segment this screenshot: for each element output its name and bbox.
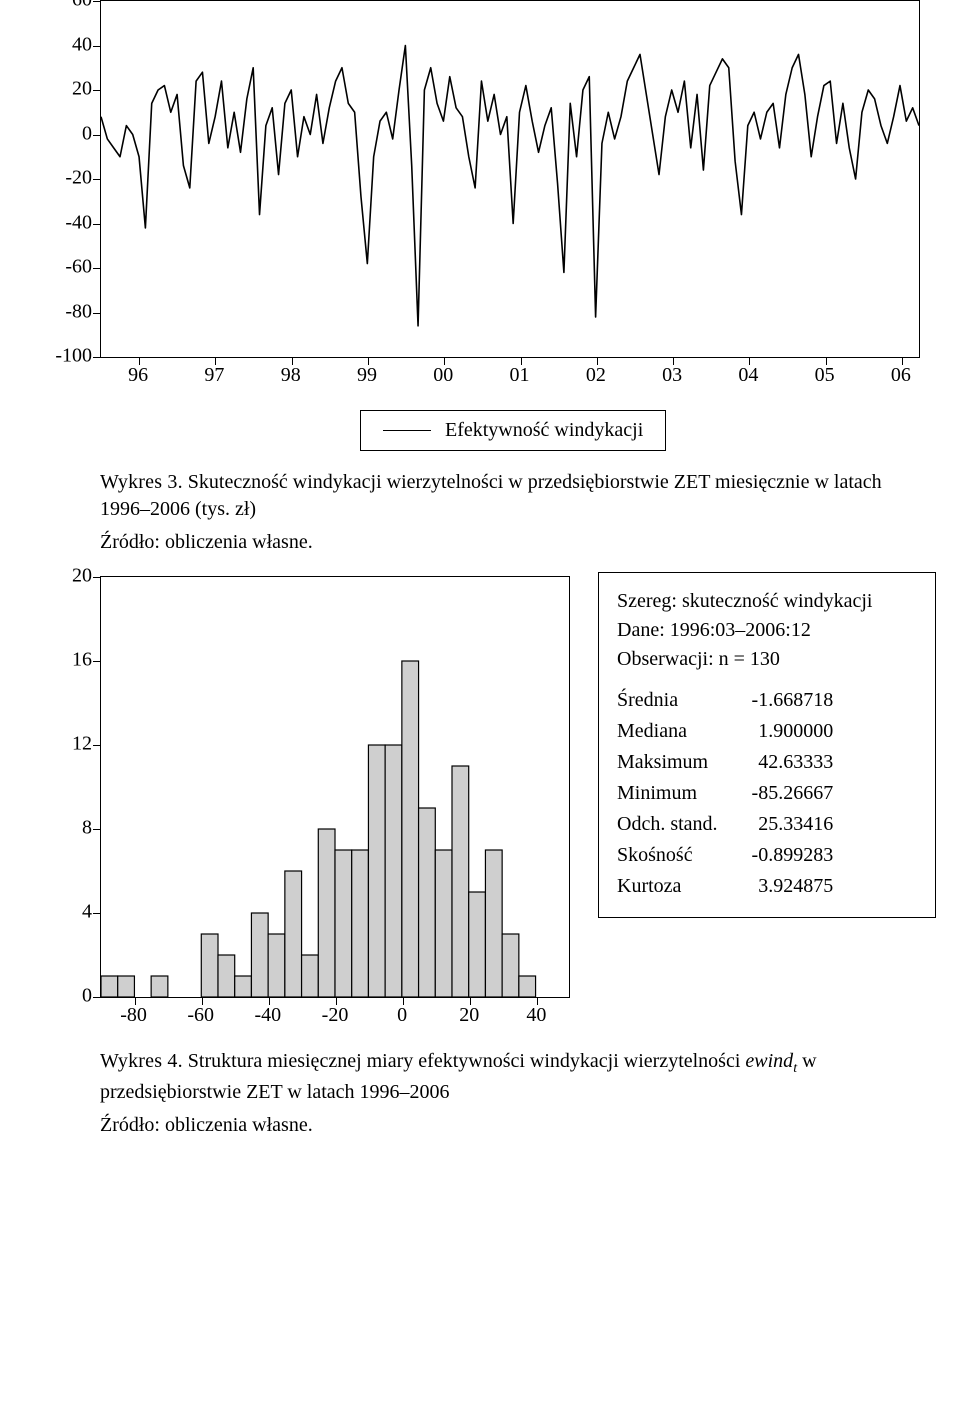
y-tick-label: 20 — [72, 78, 92, 101]
stats-value: 25.33416 — [724, 810, 840, 841]
stats-label: Maksimum — [617, 748, 724, 779]
figure3-source: Źródło: obliczenia własne. — [100, 531, 960, 554]
stats-label: Mediana — [617, 717, 724, 748]
line-plot-area — [100, 0, 920, 358]
stats-row: Maksimum42.63333 — [617, 748, 839, 779]
hist-x-tick-label: -80 — [120, 1004, 147, 1027]
histogram-figure: 201612840 -80-60-40-2002040 Szereg: skut… — [0, 576, 960, 1137]
y-tick-label: -20 — [65, 167, 92, 190]
figure4-caption-emph: ewind — [745, 1050, 793, 1072]
figure3-caption: Wykres 3. Skuteczność windykacji wierzyt… — [100, 469, 900, 523]
hist-x-tick-label: 40 — [526, 1004, 546, 1027]
stats-table: Średnia-1.668718Mediana1.900000Maksimum4… — [617, 686, 839, 903]
hist-y-tick-label: 8 — [82, 817, 92, 840]
figure3-caption-text: Skuteczność windykacji wierzytelności w … — [100, 471, 882, 520]
y-tick-label: -100 — [55, 345, 92, 368]
stats-value: -0.899283 — [724, 841, 840, 872]
stats-box: Szereg: skuteczność windykacji Dane: 199… — [598, 572, 936, 918]
figure4-caption-lead: Wykres 4. — [100, 1050, 183, 1072]
hist-svg — [101, 577, 569, 997]
stats-label: Średnia — [617, 686, 724, 717]
stats-value: 3.924875 — [724, 872, 840, 903]
stats-header-1: Szereg: skuteczność windykacji — [617, 587, 917, 616]
x-tick-label: 04 — [738, 364, 758, 387]
stats-header-2: Dane: 1996:03–2006:12 — [617, 616, 917, 645]
line-svg — [101, 1, 919, 357]
y-tick-label: 40 — [72, 33, 92, 56]
x-tick-label: 97 — [204, 364, 224, 387]
stats-row: Mediana1.900000 — [617, 717, 839, 748]
hist-x-tick-label: 0 — [397, 1004, 407, 1027]
line-chart: 6040200-20-40-60-80-100 9697989900010203… — [100, 0, 920, 451]
figure4-caption-text-a: Struktura miesięcznej miary efektywności… — [188, 1050, 746, 1072]
hist-x-tick-label: -20 — [322, 1004, 349, 1027]
stats-value: -1.668718 — [724, 686, 840, 717]
legend-label: Efektywność windykacji — [445, 419, 643, 442]
x-tick-label: 98 — [281, 364, 301, 387]
stats-row: Skośność-0.899283 — [617, 841, 839, 872]
y-tick-label: -80 — [65, 300, 92, 323]
stats-row: Odch. stand.25.33416 — [617, 810, 839, 841]
hist-y-tick-label: 12 — [72, 733, 92, 756]
y-tick-label: 60 — [72, 0, 92, 12]
stats-value: 1.900000 — [724, 717, 840, 748]
figure3-caption-lead: Wykres 3. — [100, 471, 183, 493]
legend: Efektywność windykacji — [360, 410, 666, 451]
hist-y-tick-label: 20 — [72, 565, 92, 588]
hist-y-tick-label: 4 — [82, 901, 92, 924]
stats-label: Kurtoza — [617, 872, 724, 903]
x-tick-label: 99 — [357, 364, 377, 387]
x-tick-label: 01 — [510, 364, 530, 387]
hist-x-tick-label: -60 — [187, 1004, 214, 1027]
hist-y-tick-label: 0 — [82, 985, 92, 1008]
histogram: 201612840 -80-60-40-2002040 — [100, 576, 570, 1030]
x-tick-label: 02 — [586, 364, 606, 387]
hist-x-tick-label: 20 — [459, 1004, 479, 1027]
y-tick-label: -40 — [65, 211, 92, 234]
x-axis-labels: 96 97 98 99 00 01 02 03 04 05 06 — [100, 364, 920, 390]
stats-value: 42.63333 — [724, 748, 840, 779]
hist-plot-area — [100, 576, 570, 998]
x-tick-label: 03 — [662, 364, 682, 387]
hist-x-axis-labels: -80 -60 -40 -20 0 20 40 — [100, 1004, 570, 1030]
figure4-caption: Wykres 4. Struktura miesięcznej miary ef… — [100, 1048, 900, 1106]
figure4-source: Źródło: obliczenia własne. — [100, 1114, 960, 1137]
stats-row: Minimum-85.26667 — [617, 779, 839, 810]
stats-header-3: Obserwacji: n = 130 — [617, 645, 917, 674]
x-tick-label: 00 — [433, 364, 453, 387]
x-tick-label: 05 — [815, 364, 835, 387]
stats-label: Minimum — [617, 779, 724, 810]
y-tick-label: -60 — [65, 256, 92, 279]
line-chart-figure: 60 40 20 0 -20 -40 -60 -80 -100 96 97 98 99 00 01 02 03… — [0, 0, 960, 554]
stats-label: Odch. stand. — [617, 810, 724, 841]
x-tick-label: 06 — [891, 364, 911, 387]
stats-row: Średnia-1.668718 — [617, 686, 839, 717]
stats-value: -85.26667 — [724, 779, 840, 810]
hist-y-tick-label: 16 — [72, 649, 92, 672]
stats-row: Kurtoza3.924875 — [617, 872, 839, 903]
x-tick-label: 96 — [128, 364, 148, 387]
legend-swatch-icon — [383, 430, 431, 431]
hist-x-tick-label: -40 — [255, 1004, 282, 1027]
stats-label: Skośność — [617, 841, 724, 872]
hist-y-axis-labels: 201612840 — [60, 576, 92, 996]
y-tick-label: 0 — [82, 122, 92, 145]
y-axis-labels: 6040200-20-40-60-80-100 — [36, 0, 92, 356]
